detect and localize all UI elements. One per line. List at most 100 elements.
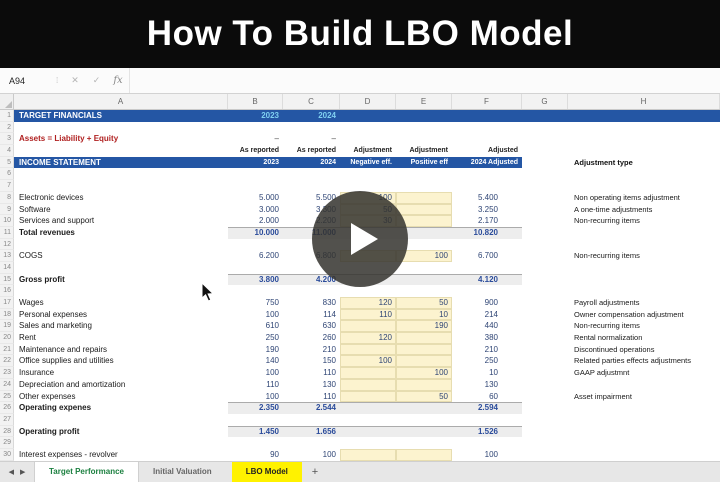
cell-B25[interactable]: 100 [265, 391, 279, 401]
cell-B23[interactable]: 100 [265, 368, 279, 378]
cell-G12[interactable] [522, 239, 568, 251]
column-header-D[interactable]: D [340, 94, 396, 109]
cell-G5[interactable] [522, 157, 568, 169]
cell-G7[interactable] [522, 180, 568, 192]
cell-C25[interactable]: 110 [323, 391, 336, 401]
cell-E9[interactable] [396, 203, 452, 216]
cell-B29[interactable] [228, 437, 283, 449]
cell-E24[interactable] [396, 378, 452, 391]
cell-D19[interactable] [340, 320, 396, 333]
cell-H8[interactable]: Non operating items adjustment [574, 192, 680, 202]
cell-E25[interactable]: 50 [396, 390, 452, 403]
cell-F17[interactable]: 900 [484, 298, 498, 307]
cell-C18[interactable]: 114 [323, 309, 336, 319]
cell-A25[interactable]: Other expenses [19, 391, 76, 401]
cell-E29[interactable] [396, 437, 452, 449]
cell-H16[interactable] [568, 285, 720, 297]
cell-B11[interactable]: 10.000 [228, 226, 283, 239]
cell-A29[interactable] [14, 437, 228, 449]
name-box[interactable]: A94 [9, 75, 26, 86]
cell-C17[interactable]: 830 [322, 298, 336, 307]
cell-A22[interactable]: Office supplies and utilities [19, 356, 114, 366]
cell-C26[interactable]: 2.544 [283, 402, 340, 414]
cell-G10[interactable] [522, 215, 568, 227]
cell-B22[interactable]: 140 [265, 356, 279, 366]
cell-A21[interactable]: Maintenance and repairs [19, 344, 108, 354]
cell-F22[interactable]: 250 [484, 356, 498, 366]
cell-G2[interactable] [522, 122, 568, 134]
cell-A28[interactable]: Operating profit [19, 426, 80, 436]
cell-E11[interactable] [396, 226, 452, 239]
cell-B3[interactable]: – [274, 134, 279, 144]
cell-G19[interactable] [522, 320, 568, 332]
cell-B1[interactable]: 2023 [228, 110, 283, 122]
cell-C15[interactable]: 4.200 [283, 273, 340, 286]
cell-H29[interactable] [568, 437, 720, 449]
cell-A16[interactable] [14, 285, 228, 297]
cell-B9[interactable]: 3.000 [258, 204, 279, 214]
column-header-C[interactable]: C [283, 94, 340, 109]
cell-D30[interactable] [340, 448, 396, 461]
cell-A15[interactable]: Gross profit [19, 274, 65, 284]
cell-F9[interactable]: 3.250 [477, 204, 498, 214]
cell-B26[interactable]: 2.350 [228, 402, 283, 414]
cell-D22[interactable]: 100 [340, 355, 396, 368]
cell-H15[interactable] [568, 274, 720, 286]
cell-E15[interactable] [396, 273, 452, 286]
cell-C16[interactable] [283, 285, 340, 297]
cell-F24[interactable]: 130 [484, 379, 498, 389]
cell-H28[interactable] [568, 426, 720, 438]
cell-F29[interactable] [452, 437, 522, 449]
cell-E5[interactable]: Positive eff [396, 156, 452, 169]
cell-H25[interactable]: Asset impairment [574, 391, 632, 401]
cell-F21[interactable]: 210 [484, 344, 498, 354]
cell-C21[interactable]: 210 [322, 344, 336, 354]
cell-A10[interactable]: Services and support [19, 216, 95, 226]
cell-D3[interactable] [340, 133, 396, 145]
cell-F10[interactable]: 2.170 [477, 216, 498, 226]
cell-A9[interactable]: Software [19, 204, 51, 214]
cell-A11[interactable]: Total revenues [19, 227, 75, 237]
cell-B7[interactable] [228, 180, 283, 192]
cell-B15[interactable]: 3.800 [228, 273, 283, 286]
cell-H2[interactable] [568, 122, 720, 134]
cell-D17[interactable]: 120 [340, 297, 396, 309]
column-header-G[interactable]: G [522, 94, 568, 109]
cell-G16[interactable] [522, 285, 568, 297]
cell-A27[interactable] [14, 414, 228, 426]
cell-G30[interactable] [522, 449, 568, 461]
cell-F28[interactable]: 1.526 [452, 425, 522, 438]
cell-E17[interactable]: 50 [396, 297, 452, 309]
cell-F18[interactable]: 214 [484, 309, 498, 319]
cell-F12[interactable] [452, 239, 522, 251]
cell-A26[interactable]: Operating expenes [19, 403, 92, 413]
cell-D28[interactable] [340, 425, 396, 438]
cell-H17[interactable]: Payroll adjustments [574, 298, 640, 307]
cell-F16[interactable] [452, 285, 522, 297]
cell-D4[interactable]: Adjustment [353, 147, 393, 155]
cell-H7[interactable] [568, 180, 720, 192]
cell-G4[interactable] [522, 145, 568, 157]
cell-F23[interactable]: 10 [489, 368, 498, 378]
cell-A7[interactable] [14, 180, 228, 192]
cell-B20[interactable]: 250 [265, 333, 279, 343]
cell-G17[interactable] [522, 297, 568, 309]
cell-B4[interactable]: As reported [239, 147, 279, 155]
cell-B17[interactable]: 750 [265, 298, 279, 307]
cell-D20[interactable]: 120 [340, 332, 396, 344]
cell-C3[interactable]: – [331, 134, 336, 144]
cell-F2[interactable] [452, 122, 522, 134]
cell-A23[interactable]: Insurance [19, 368, 55, 378]
cell-D6[interactable] [340, 168, 396, 180]
cell-E8[interactable] [396, 191, 452, 204]
cell-G1[interactable] [522, 110, 568, 122]
cell-B14[interactable] [228, 262, 283, 274]
cell-D2[interactable] [340, 122, 396, 134]
cell-E2[interactable] [396, 122, 452, 134]
cell-B28[interactable]: 1.450 [228, 425, 283, 438]
cell-A30[interactable]: Interest expenses - revolver [19, 449, 118, 459]
cell-A12[interactable] [14, 239, 228, 251]
cell-E3[interactable] [396, 133, 452, 145]
cell-E27[interactable] [396, 414, 452, 426]
cell-E13[interactable]: 100 [396, 250, 452, 262]
